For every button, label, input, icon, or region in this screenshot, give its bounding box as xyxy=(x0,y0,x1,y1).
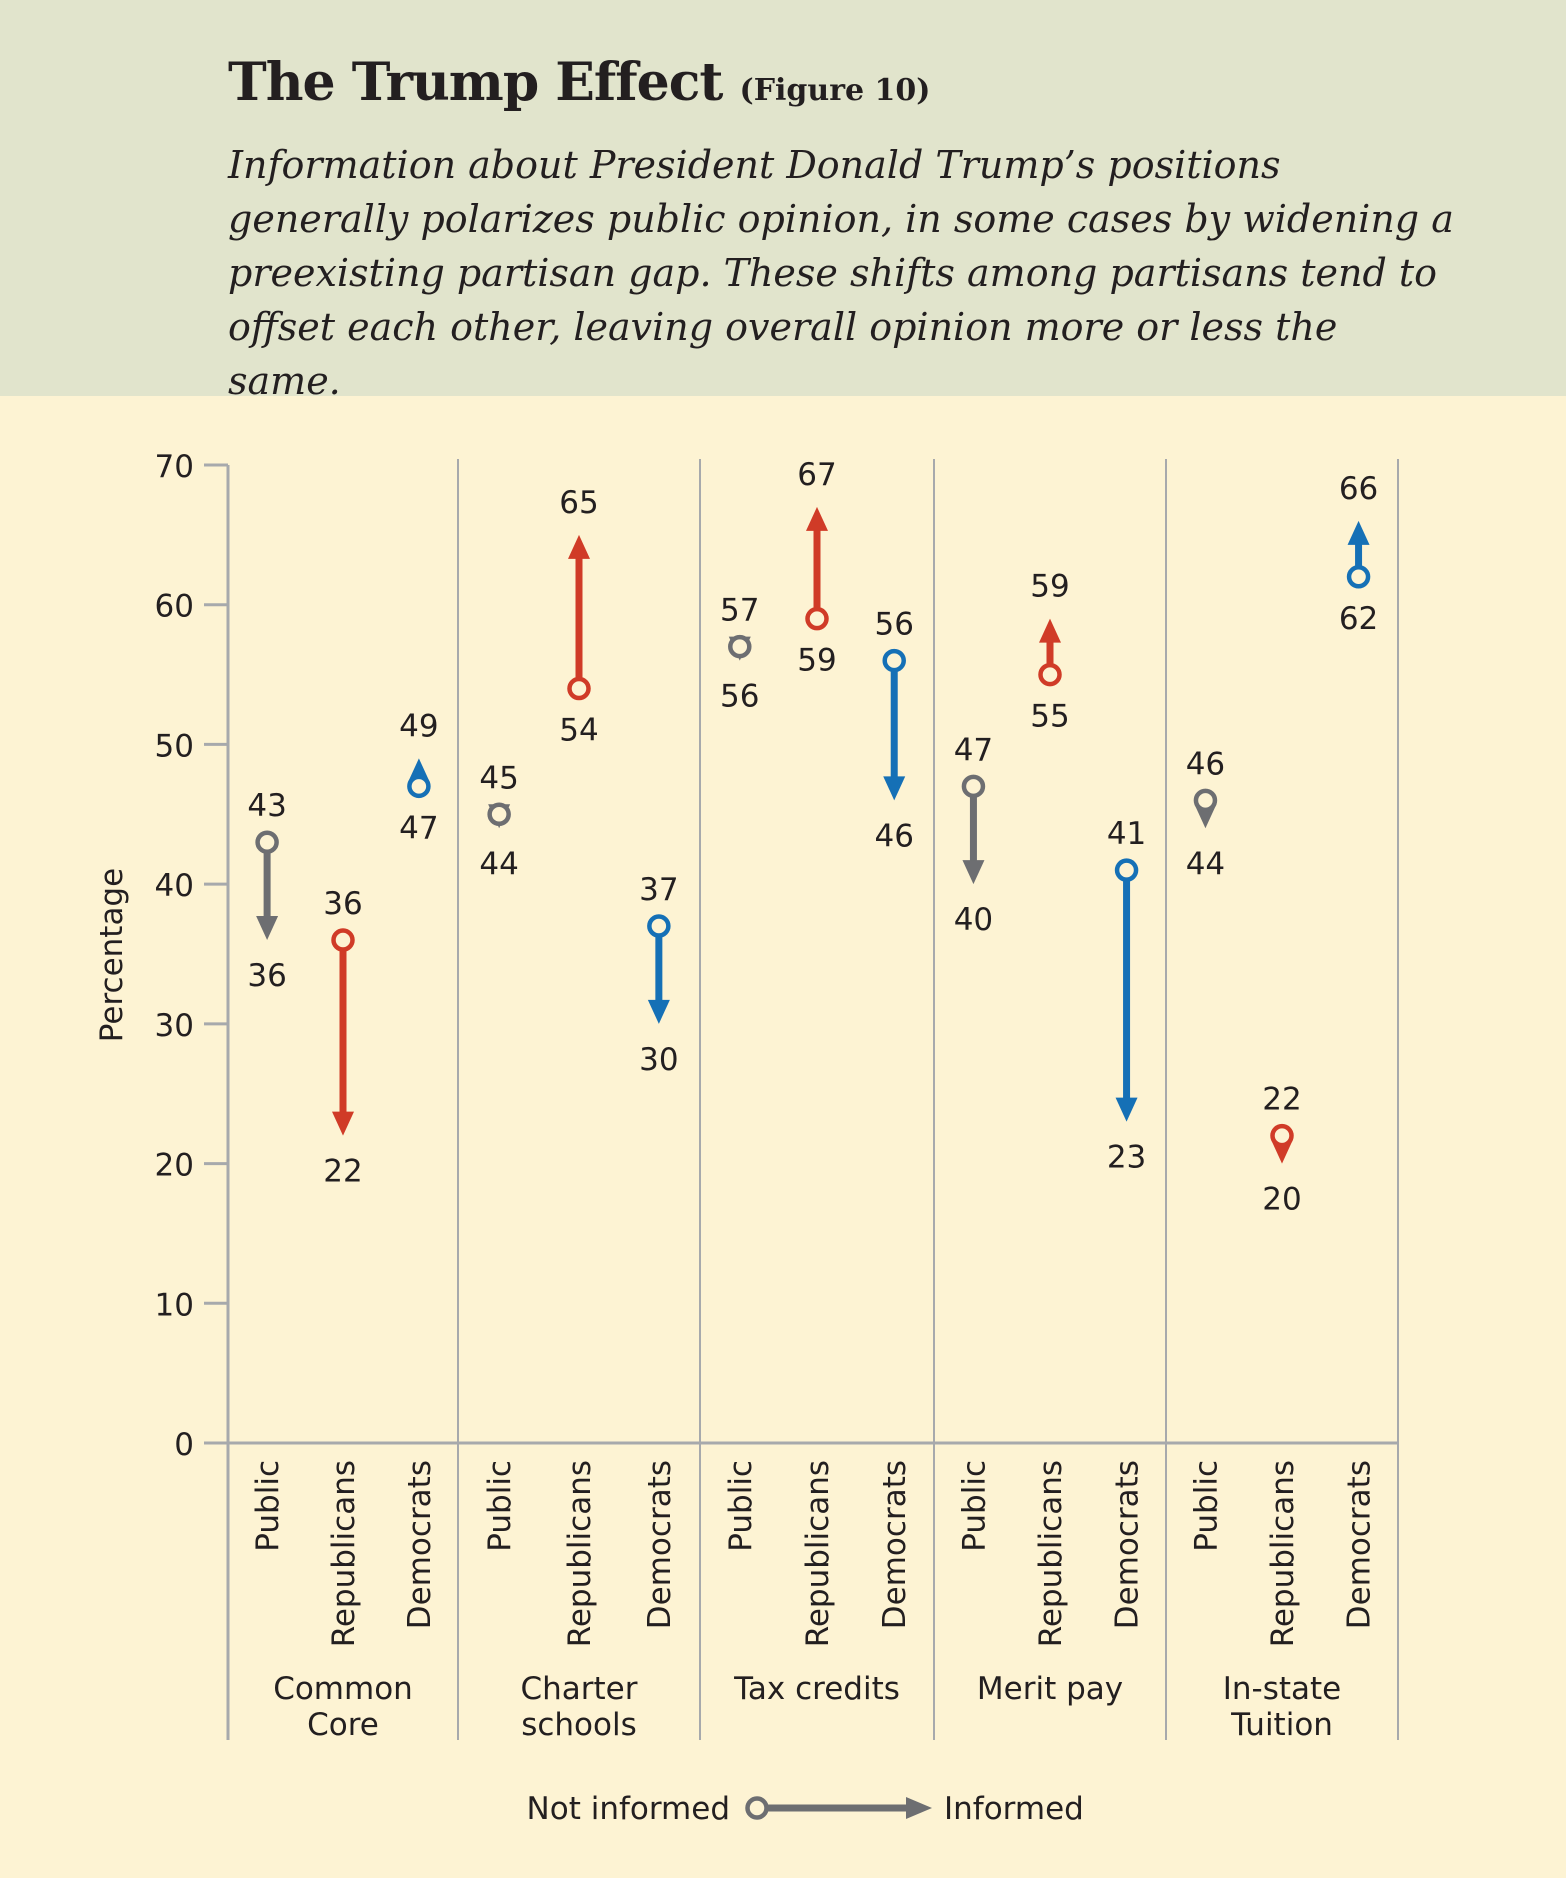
start-marker xyxy=(407,774,431,799)
informed-value: 40 xyxy=(954,902,993,938)
category-label: Republicans xyxy=(1033,1460,1069,1647)
arrow-head xyxy=(647,999,670,1024)
group-label: In-state xyxy=(1223,1671,1342,1707)
not-informed-value: 59 xyxy=(797,643,836,679)
chart-title: The Trump Effect (Figure 10) xyxy=(228,52,931,113)
start-marker xyxy=(1193,788,1218,813)
informed-value: 59 xyxy=(1030,569,1069,605)
start-marker xyxy=(567,676,591,701)
y-tick-label: 10 xyxy=(155,1287,194,1323)
category-label: Democrats xyxy=(1110,1460,1146,1629)
category-label: Democrats xyxy=(642,1460,678,1629)
start-marker xyxy=(728,634,752,659)
not-informed-value: 54 xyxy=(559,713,598,749)
informed-value: 66 xyxy=(1339,471,1378,507)
informed-value: 46 xyxy=(874,818,913,854)
informed-value: 56 xyxy=(720,679,759,715)
informed-value: 30 xyxy=(639,1042,678,1078)
informed-value: 44 xyxy=(1186,846,1225,882)
informed-value: 23 xyxy=(1107,1140,1146,1176)
legend-arrow-head xyxy=(906,1797,932,1819)
informed-value: 20 xyxy=(1262,1182,1301,1218)
start-marker xyxy=(331,928,355,952)
start-marker xyxy=(1270,1123,1294,1148)
y-tick-label: 0 xyxy=(174,1427,194,1463)
legend-start-marker xyxy=(745,1796,769,1820)
group-label: Tuition xyxy=(1230,1707,1333,1743)
informed-value: 22 xyxy=(323,1154,362,1190)
group-label: Merit pay xyxy=(977,1671,1123,1707)
informed-value: 65 xyxy=(559,485,598,521)
figure-label: (Figure 10) xyxy=(739,73,931,108)
group-label: Tax credits xyxy=(733,1671,900,1707)
category-label: Republicans xyxy=(562,1460,598,1647)
not-informed-value: 55 xyxy=(1030,699,1069,735)
not-informed-value: 41 xyxy=(1107,816,1146,852)
not-informed-value: 36 xyxy=(323,886,362,922)
arrow-head xyxy=(1115,1097,1138,1122)
arrow-head xyxy=(1039,618,1061,643)
arrow-head xyxy=(962,860,985,885)
start-marker xyxy=(487,802,511,827)
category-label: Republicans xyxy=(800,1460,836,1647)
group-label: Charter xyxy=(520,1671,637,1707)
category-label: Public xyxy=(1188,1460,1224,1552)
not-informed-value: 22 xyxy=(1262,1082,1301,1118)
not-informed-value: 62 xyxy=(1339,601,1378,637)
not-informed-value: 57 xyxy=(720,593,759,629)
y-axis-label: Percentage xyxy=(94,868,130,1042)
start-marker xyxy=(882,648,906,673)
not-informed-value: 56 xyxy=(874,607,913,643)
category-label: Public xyxy=(250,1460,286,1552)
start-marker xyxy=(647,914,671,938)
y-tick-label: 20 xyxy=(155,1148,194,1184)
start-marker xyxy=(1346,565,1371,589)
start-marker xyxy=(805,606,829,631)
group-label: Core xyxy=(307,1707,379,1743)
not-informed-value: 47 xyxy=(399,810,438,846)
not-informed-value: 46 xyxy=(1186,746,1225,782)
start-marker xyxy=(255,830,279,854)
start-marker xyxy=(961,774,986,799)
informed-value: 67 xyxy=(797,457,836,493)
category-label: Public xyxy=(956,1460,992,1552)
y-tick-label: 30 xyxy=(155,1008,194,1044)
category-label: Democrats xyxy=(402,1460,438,1629)
arrow-head xyxy=(806,506,828,531)
not-informed-value: 47 xyxy=(954,732,993,768)
informed-value: 44 xyxy=(479,846,518,882)
chart-title-text: The Trump Effect xyxy=(228,52,723,113)
arrow-head xyxy=(568,534,590,559)
category-label: Republicans xyxy=(326,1460,362,1647)
arrow-head xyxy=(883,776,906,801)
start-marker xyxy=(1038,662,1062,687)
arrow-head xyxy=(256,916,279,941)
legend-end-label: Informed xyxy=(944,1791,1084,1827)
informed-value: 49 xyxy=(399,708,438,744)
category-label: Republicans xyxy=(1265,1460,1301,1647)
category-label: Public xyxy=(482,1460,518,1552)
start-marker xyxy=(1114,858,1139,882)
chart-subtitle: Information about President Donald Trump… xyxy=(228,143,1454,403)
category-label: Public xyxy=(723,1460,759,1552)
header-panel: The Trump Effect (Figure 10) Information… xyxy=(0,0,1566,403)
arrow-head xyxy=(1347,520,1370,545)
not-informed-value: 43 xyxy=(247,788,286,824)
legend-start-label: Not informed xyxy=(527,1791,730,1827)
y-tick-label: 70 xyxy=(155,449,194,485)
y-tick-label: 50 xyxy=(155,728,194,764)
category-label: Democrats xyxy=(1342,1460,1378,1629)
category-label: Democrats xyxy=(877,1460,913,1629)
y-tick-label: 60 xyxy=(155,589,194,625)
arrow-head xyxy=(332,1111,354,1136)
group-label: Common xyxy=(273,1671,413,1707)
not-informed-value: 37 xyxy=(639,872,678,908)
informed-value: 36 xyxy=(247,958,286,994)
not-informed-value: 45 xyxy=(479,760,518,796)
group-label: schools xyxy=(521,1707,637,1743)
y-tick-label: 40 xyxy=(155,868,194,904)
